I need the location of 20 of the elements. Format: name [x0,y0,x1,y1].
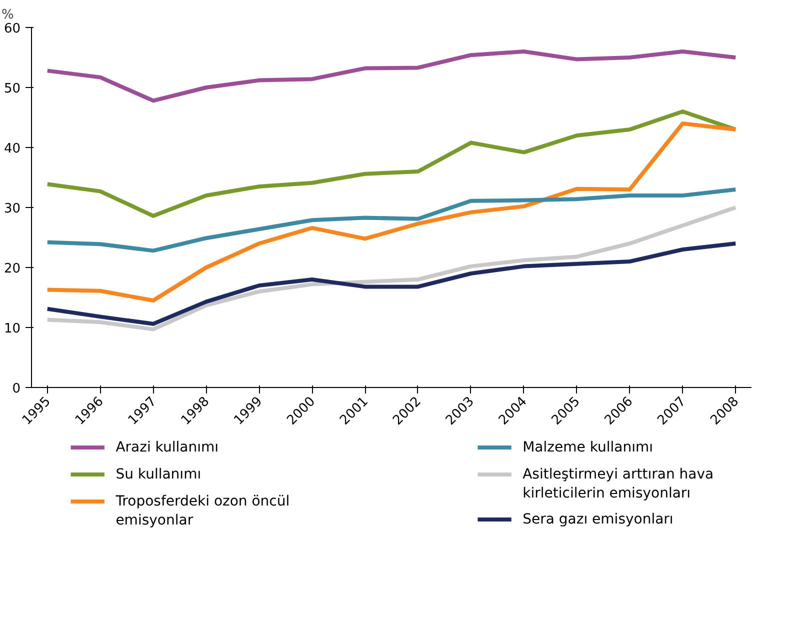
y-tick-label: 0 [12,382,21,396]
line-series [45,110,738,218]
line-series [45,188,738,253]
y-tick-label: 40 [4,142,21,156]
legend-label: Asitleştirmeyi arttıran hava kirleticilerin emisyonları [522,466,714,502]
legend-label: Arazi kullanımı [116,440,218,456]
y-tick-label: 60 [4,22,21,36]
line-series [45,242,738,326]
legend-label: Sera gazı emisyonları [522,512,674,528]
legend-label: Su kullanımı [116,466,202,482]
y-axis-title: % [2,8,14,22]
legend-label: Troposferdeki ozon öncül emisyonlar [114,494,290,529]
y-tick-label: 10 [4,322,21,336]
legend-label: Malzeme kullanımı [522,440,654,456]
line-series [45,206,738,332]
y-tick-label: 20 [4,262,21,276]
line-series [45,50,738,103]
y-tick-label: 30 [4,202,21,216]
y-tick-label: 50 [4,82,21,96]
line-series [45,122,738,302]
